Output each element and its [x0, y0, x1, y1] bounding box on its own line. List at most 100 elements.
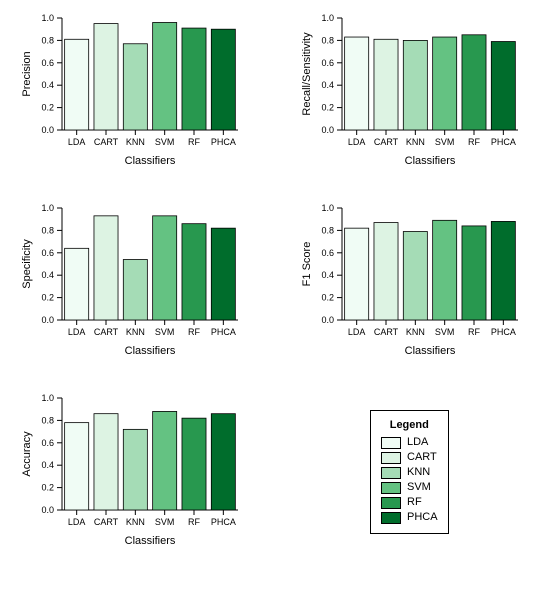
xlabel: Classifiers: [125, 535, 176, 547]
legend-item-phca: PHCA: [381, 510, 438, 525]
ylabel: Recall/Sensitivity: [301, 32, 313, 116]
bar-rf: [182, 224, 206, 320]
legend-label: LDA: [407, 435, 428, 450]
ytick-label: 0.2: [321, 293, 334, 303]
chart-recall: 0.00.20.40.60.81.0LDACARTKNNSVMRFPHCACla…: [298, 10, 528, 175]
xtick-label: SVM: [155, 137, 175, 147]
xtick-label: LDA: [68, 137, 86, 147]
xtick-label: LDA: [68, 517, 86, 527]
bar-lda: [65, 248, 89, 320]
legend-label: CART: [407, 450, 437, 465]
xtick-label: KNN: [126, 327, 145, 337]
xlabel: Classifiers: [405, 345, 456, 357]
bar-svm: [153, 411, 177, 510]
bar-phca: [211, 228, 235, 320]
xtick-label: SVM: [155, 327, 175, 337]
xtick-label: CART: [94, 327, 119, 337]
bar-svm: [433, 220, 457, 320]
bar-lda: [65, 39, 89, 130]
legend-swatch: [381, 452, 401, 464]
ylabel: Precision: [21, 51, 33, 96]
ytick-label: 0.2: [41, 483, 54, 493]
ytick-label: 1.0: [321, 203, 334, 213]
ytick-label: 0.6: [41, 438, 54, 448]
bar-lda: [345, 37, 369, 130]
legend-label: RF: [407, 495, 422, 510]
ytick-label: 1.0: [41, 13, 54, 23]
bar-knn: [403, 40, 427, 130]
bar-lda: [345, 228, 369, 320]
ytick-label: 0.8: [41, 35, 54, 45]
ytick-label: 0.6: [321, 248, 334, 258]
bar-phca: [491, 221, 515, 320]
chart-specificity: 0.00.20.40.60.81.0LDACARTKNNSVMRFPHCACla…: [18, 200, 248, 365]
legend-item-svm: SVM: [381, 480, 438, 495]
xtick-label: KNN: [406, 327, 425, 337]
ytick-label: 0.8: [41, 225, 54, 235]
ytick-label: 0.4: [41, 270, 54, 280]
bar-rf: [182, 418, 206, 510]
panel-f1: 0.00.20.40.60.81.0LDACARTKNNSVMRFPHCACla…: [298, 200, 528, 365]
bar-knn: [123, 260, 147, 320]
ylabel: F1 Score: [301, 242, 313, 287]
panel-recall: 0.00.20.40.60.81.0LDACARTKNNSVMRFPHCACla…: [298, 10, 528, 175]
legend-swatch: [381, 437, 401, 449]
ytick-label: 0.0: [321, 125, 334, 135]
ytick-label: 1.0: [41, 393, 54, 403]
xtick-label: CART: [374, 137, 399, 147]
xtick-label: SVM: [155, 517, 175, 527]
ytick-label: 0.4: [41, 460, 54, 470]
bar-phca: [491, 42, 515, 130]
bar-cart: [374, 223, 398, 320]
xlabel: Classifiers: [125, 345, 176, 357]
xtick-label: KNN: [126, 517, 145, 527]
legend-swatch: [381, 512, 401, 524]
xlabel: Classifiers: [125, 155, 176, 167]
legend-label: SVM: [407, 480, 431, 495]
legend-item-cart: CART: [381, 450, 438, 465]
bar-cart: [94, 24, 118, 130]
panel-precision: 0.00.20.40.60.81.0LDACARTKNNSVMRFPHCACla…: [18, 10, 248, 175]
ytick-label: 0.0: [321, 315, 334, 325]
legend: Legend LDACARTKNNSVMRFPHCA: [370, 410, 449, 534]
bar-cart: [374, 39, 398, 130]
xtick-label: RF: [188, 517, 200, 527]
ytick-label: 0.8: [321, 35, 334, 45]
bar-rf: [182, 28, 206, 130]
xtick-label: RF: [188, 327, 200, 337]
xtick-label: PHCA: [491, 137, 516, 147]
xtick-label: CART: [374, 327, 399, 337]
bar-knn: [123, 429, 147, 510]
chart-accuracy: 0.0 0.2 0.4 0.6 0.8 1.0 LDA CART KNN SVM RF PHCA Cla…: [18, 390, 248, 555]
bar-lda: [65, 423, 89, 510]
xtick-label: LDA: [68, 327, 86, 337]
legend-items: LDACARTKNNSVMRFPHCA: [381, 435, 438, 525]
panel-accuracy: 0.0 0.2 0.4 0.6 0.8 1.0 LDA CART KNN SVM RF PHCA Cla…: [18, 390, 248, 555]
ylabel: Accuracy: [21, 431, 33, 477]
ytick-label: 1.0: [41, 203, 54, 213]
legend-swatch: [381, 467, 401, 479]
legend-item-knn: KNN: [381, 465, 438, 480]
legend-label: PHCA: [407, 510, 438, 525]
xtick-label: SVM: [435, 327, 455, 337]
bar-knn: [123, 44, 147, 130]
xtick-label: PHCA: [211, 137, 236, 147]
bar-knn: [403, 232, 427, 320]
ytick-label: 0.8: [41, 415, 54, 425]
xtick-label: PHCA: [491, 327, 516, 337]
bar-cart: [94, 414, 118, 510]
ytick-label: 0.2: [321, 103, 334, 113]
legend-swatch: [381, 482, 401, 494]
ytick-label: 0.2: [41, 103, 54, 113]
ytick-label: 0.0: [41, 505, 54, 515]
xtick-label: CART: [94, 517, 119, 527]
xtick-label: PHCA: [211, 517, 236, 527]
ytick-label: 0.4: [321, 80, 334, 90]
panel-specificity: 0.00.20.40.60.81.0LDACARTKNNSVMRFPHCACla…: [18, 200, 248, 365]
ylabel: Specificity: [21, 239, 33, 289]
ytick-label: 0.2: [41, 293, 54, 303]
legend-swatch: [381, 497, 401, 509]
bar-svm: [153, 22, 177, 130]
ytick-label: 0.6: [41, 58, 54, 68]
xtick-label: PHCA: [211, 327, 236, 337]
